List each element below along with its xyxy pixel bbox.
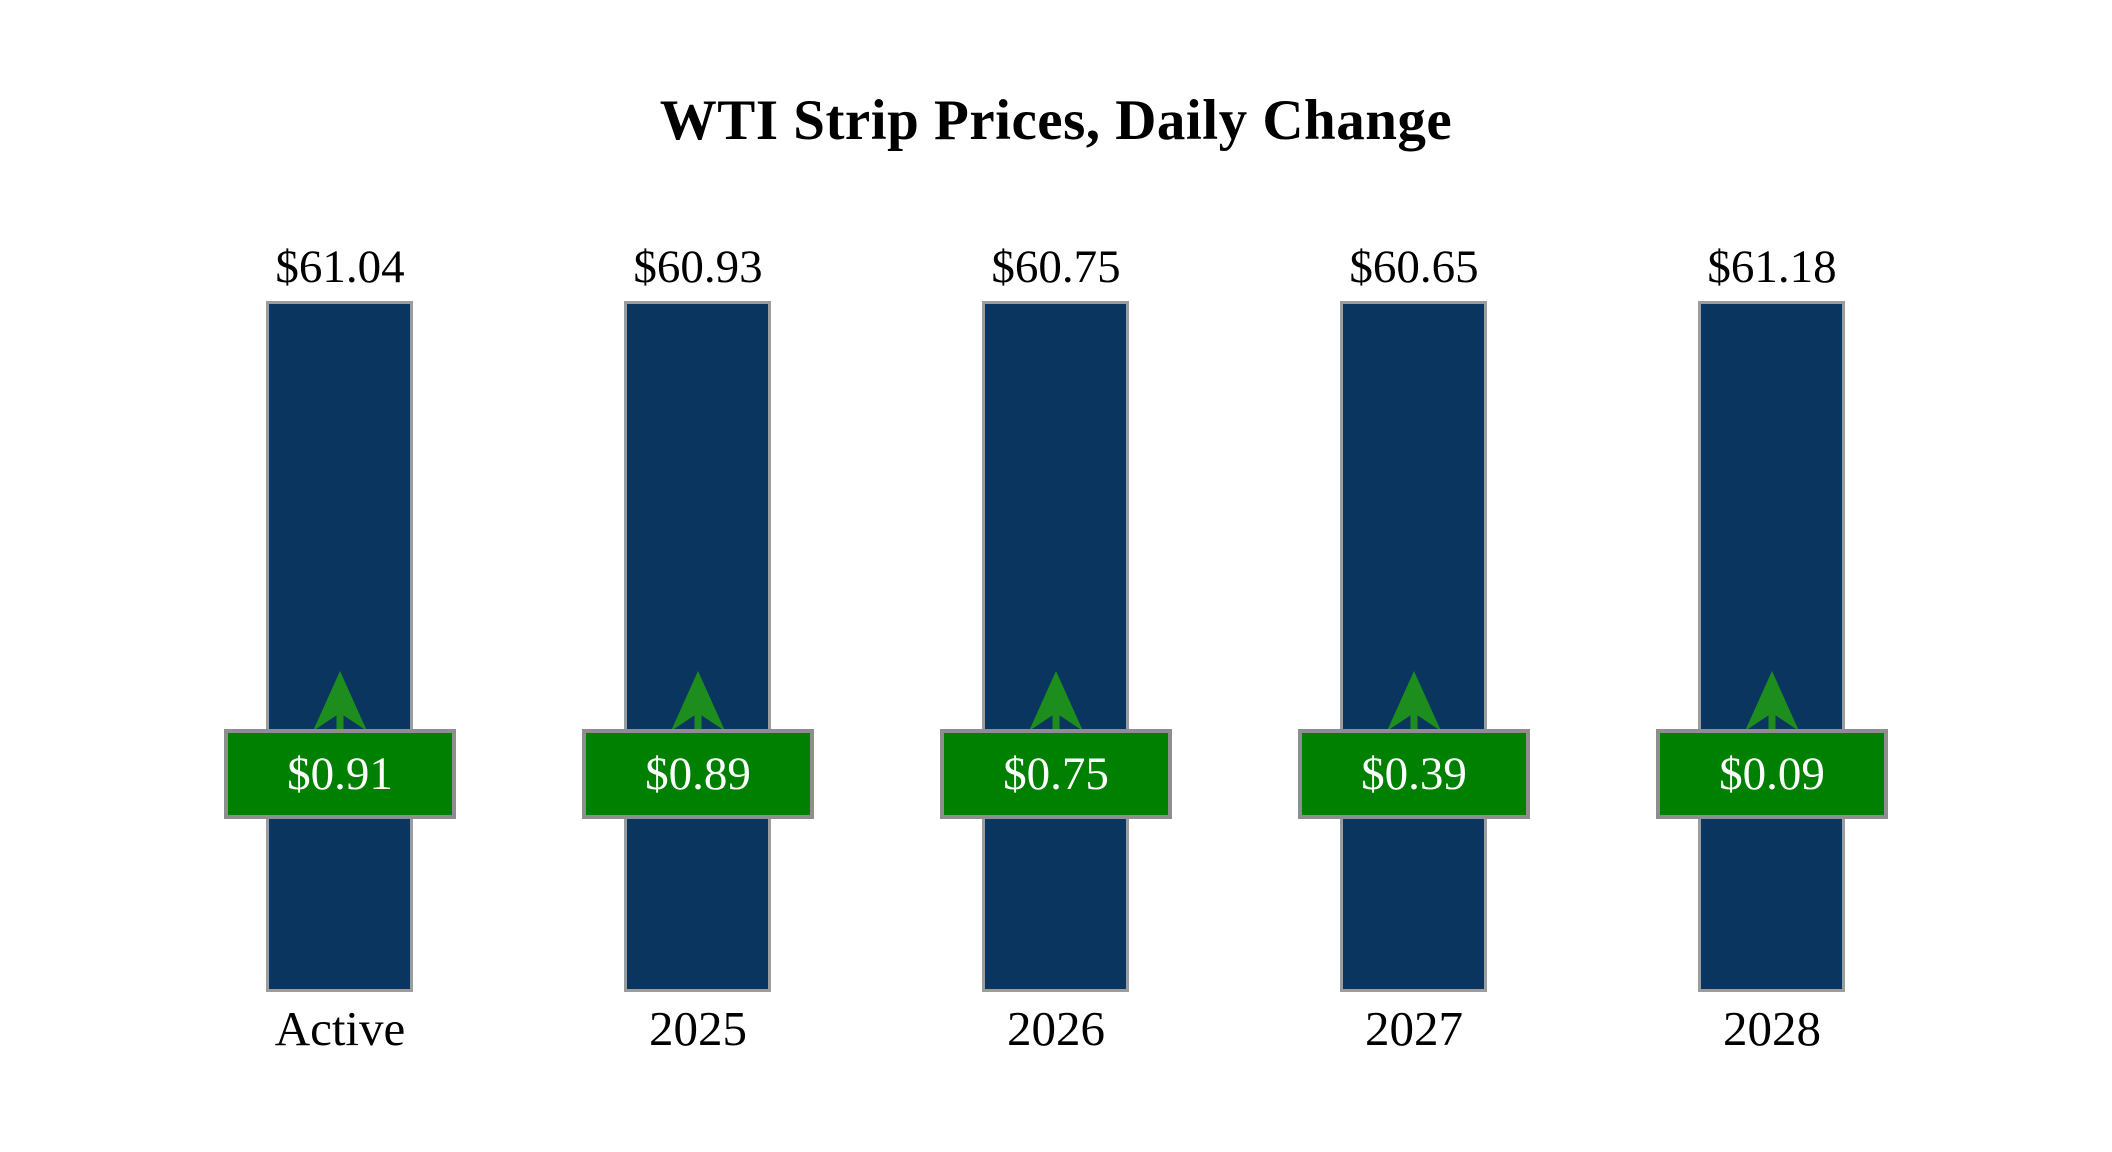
price-label: $60.75	[991, 241, 1121, 293]
category-label: 2026	[1007, 1001, 1105, 1056]
price-label: $60.65	[1349, 241, 1479, 293]
change-badge: $0.89	[582, 729, 814, 819]
bar-column-2027: $60.65 $0.39 2027	[1235, 0, 1593, 1152]
price-label: $61.04	[275, 241, 405, 293]
price-label: $61.18	[1707, 241, 1837, 293]
bar-column-2026: $60.75 $0.75 2026	[877, 0, 1235, 1152]
change-badge: $0.91	[224, 729, 456, 819]
up-arrow-icon	[313, 671, 367, 731]
category-label: Active	[274, 1001, 406, 1056]
change-badge: $0.75	[940, 729, 1172, 819]
change-label: $0.75	[1003, 748, 1109, 800]
category-label: 2027	[1365, 1001, 1463, 1056]
up-arrow-icon	[1029, 671, 1083, 731]
up-arrow-icon	[671, 671, 725, 731]
change-badge: $0.09	[1656, 729, 1888, 819]
change-badge: $0.39	[1298, 729, 1530, 819]
change-label: $0.91	[287, 748, 393, 800]
strip-price-bar	[982, 301, 1129, 992]
bar-column-active: $61.04 $0.91 Active	[161, 0, 519, 1152]
bar-column-2028: $61.18 $0.09 2028	[1593, 0, 1951, 1152]
change-label: $0.09	[1719, 748, 1825, 800]
chart-title: WTI Strip Prices, Daily Change	[659, 89, 1453, 152]
category-label: 2028	[1723, 1001, 1821, 1056]
change-label: $0.39	[1361, 748, 1467, 800]
price-label: $60.93	[633, 241, 763, 293]
up-arrow-icon	[1387, 671, 1441, 731]
strip-price-bar	[624, 301, 771, 992]
change-label: $0.89	[645, 748, 751, 800]
strip-price-bar	[1698, 301, 1845, 992]
category-label: 2025	[649, 1001, 747, 1056]
bar-column-2025: $60.93 $0.89 2025	[519, 0, 877, 1152]
up-arrow-icon	[1745, 671, 1799, 731]
strip-price-bar	[1340, 301, 1487, 992]
strip-price-bar	[266, 301, 413, 992]
